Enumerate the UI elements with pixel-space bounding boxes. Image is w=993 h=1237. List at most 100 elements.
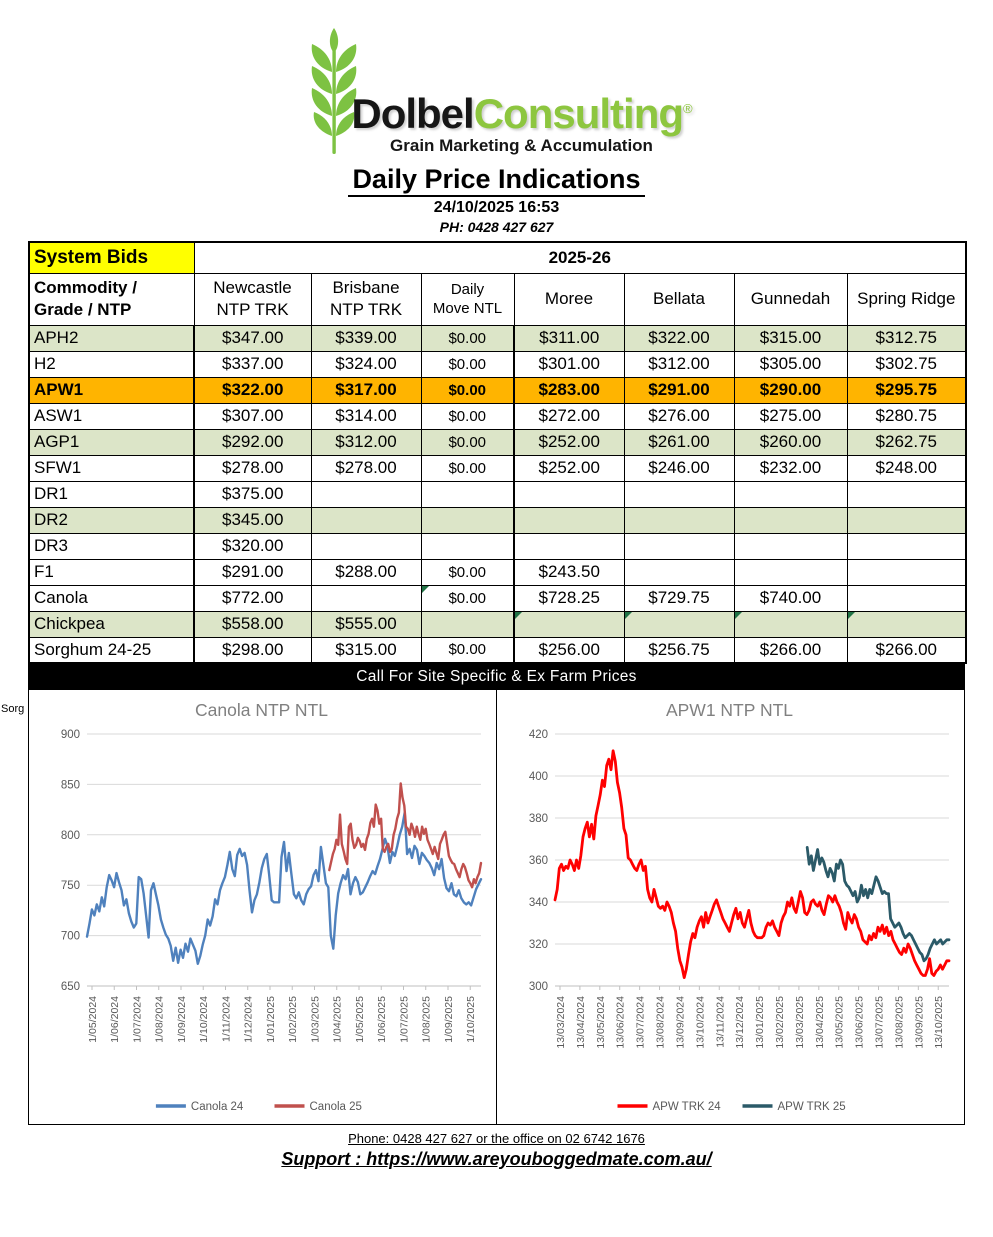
x-axis-tick: 13/12/2024 xyxy=(734,996,746,1049)
commodity-cell: AGP1 xyxy=(28,428,195,456)
price-cell: $339.00 xyxy=(310,324,422,352)
price-cell: $0.00 xyxy=(420,584,515,612)
registered-mark: ® xyxy=(683,101,693,116)
price-cell: $312.00 xyxy=(310,428,422,456)
legend-label: Canola 24 xyxy=(191,1101,244,1113)
price-cell: $291.00 xyxy=(193,558,312,586)
price-cell xyxy=(733,610,848,638)
price-cell: $312.00 xyxy=(623,350,735,378)
x-axis-tick: 13/08/2024 xyxy=(655,996,667,1049)
price-cell: $243.50 xyxy=(513,558,625,586)
x-axis-tick: 13/09/2024 xyxy=(674,996,686,1049)
price-cell: $252.00 xyxy=(513,454,625,482)
price-cell: $345.00 xyxy=(193,506,312,534)
x-axis-tick: 1/05/2025 xyxy=(354,996,366,1043)
price-cell: $317.00 xyxy=(310,376,422,404)
price-cell xyxy=(846,532,967,560)
footer-support-link[interactable]: Support : https://www.areyouboggedmate.c… xyxy=(281,1149,712,1169)
system-bids-label: System Bids xyxy=(28,241,195,274)
x-axis-tick: 1/10/2024 xyxy=(198,996,210,1043)
x-axis-tick: 13/04/2025 xyxy=(814,996,826,1049)
price-cell xyxy=(846,558,967,586)
price-cell xyxy=(513,532,625,560)
commodity-cell: DR3 xyxy=(28,532,195,560)
price-cell xyxy=(420,480,515,508)
price-cell: $280.75 xyxy=(846,402,967,430)
price-cell: $301.00 xyxy=(513,350,625,378)
y-axis-tick: 380 xyxy=(529,813,548,825)
y-axis-tick: 400 xyxy=(529,771,548,783)
x-axis-tick: 13/07/2025 xyxy=(874,996,886,1049)
price-cell xyxy=(733,532,848,560)
commodity-cell: APH2 xyxy=(28,324,195,352)
table-row: Sorghum 24-25 $298.00 $315.00 $0.00 $256.00 $… xyxy=(28,636,967,664)
price-cell: $256.00 xyxy=(513,636,625,664)
price-cell: $232.00 xyxy=(733,454,848,482)
price-cell: $246.00 xyxy=(623,454,735,482)
page-title: Daily Price Indications xyxy=(0,164,993,197)
table-row: SFW1 $278.00 $278.00 $0.00 $252.00 $246.00 $23… xyxy=(28,454,967,482)
price-cell: $555.00 xyxy=(310,610,422,638)
logo-tagline: Grain Marketing & Accumulation xyxy=(390,136,653,155)
banner: Call For Site Specific & Ex Farm Prices xyxy=(28,664,965,689)
x-axis-tick: 13/07/2024 xyxy=(635,996,647,1049)
price-cell: $375.00 xyxy=(193,480,312,508)
report-datetime: 24/10/2025 16:53 xyxy=(433,199,560,216)
x-axis-tick: 1/06/2025 xyxy=(376,996,388,1043)
price-cell xyxy=(513,506,625,534)
season-label: 2025-26 xyxy=(193,241,967,274)
price-cell xyxy=(623,610,735,638)
price-cell xyxy=(420,532,515,560)
logo: DolbelConsulting® Grain Marketing & Accu… xyxy=(0,24,993,156)
chart-svg: APW1 NTP NTL 300 320 340 360 380 400 420 13/03/2… xyxy=(529,700,951,1113)
legend-label: APW TRK 25 xyxy=(778,1101,846,1113)
y-axis-tick: 750 xyxy=(61,880,80,892)
x-axis-tick: 1/03/2025 xyxy=(309,996,321,1043)
price-cell xyxy=(623,532,735,560)
price-cell: $0.00 xyxy=(420,350,515,378)
price-cell xyxy=(733,558,848,586)
x-axis-tick: 13/05/2024 xyxy=(595,996,607,1049)
price-cell: $314.00 xyxy=(310,402,422,430)
x-axis-tick: 1/07/2025 xyxy=(398,996,410,1043)
x-axis-tick: 1/04/2025 xyxy=(332,996,344,1043)
chart-title: Canola NTP NTL xyxy=(195,700,328,720)
table-row: DR3 $320.00 xyxy=(28,532,967,560)
footer: Phone: 0428 427 627 or the office on 02 … xyxy=(0,1131,993,1170)
commodity-cell: ASW1 xyxy=(28,402,195,430)
price-cell: $278.00 xyxy=(310,454,422,482)
commodity-cell: DR2 xyxy=(28,506,195,534)
column-header-newcastle: Newcastle NTP TRK xyxy=(193,272,312,326)
price-cell: $0.00 xyxy=(420,428,515,456)
table-row: H2 $337.00 $324.00 $0.00 $301.00 $312.00 $305.… xyxy=(28,350,967,378)
y-axis-tick: 340 xyxy=(529,897,548,909)
price-cell: $256.75 xyxy=(623,636,735,664)
x-axis-tick: 1/08/2025 xyxy=(421,996,433,1043)
price-cell: $728.25 xyxy=(513,584,625,612)
brand-dolbel: Dolbel xyxy=(351,90,474,137)
commodity-cell: H2 xyxy=(28,350,195,378)
apw1-chart: APW1 NTP NTL 300 320 340 360 380 400 420 13/03/2… xyxy=(496,689,965,1125)
price-cell: $298.00 xyxy=(193,636,312,664)
price-cell: $772.00 xyxy=(193,584,312,612)
price-cell: $324.00 xyxy=(310,350,422,378)
price-cell: $0.00 xyxy=(420,636,515,664)
x-axis-tick: 1/07/2024 xyxy=(131,996,143,1043)
commodity-cell: Canola xyxy=(28,584,195,612)
price-cell: $252.00 xyxy=(513,428,625,456)
table-row: APH2 $347.00 $339.00 $0.00 $311.00 $322.00 $31… xyxy=(28,324,967,352)
price-cell: $295.75 xyxy=(846,376,967,404)
price-cell: $320.00 xyxy=(193,532,312,560)
price-cell xyxy=(846,610,967,638)
price-cell xyxy=(623,480,735,508)
price-cell: $740.00 xyxy=(733,584,848,612)
price-cell: $302.75 xyxy=(846,350,967,378)
price-cell xyxy=(846,584,967,612)
x-axis-tick: 13/10/2024 xyxy=(694,996,706,1049)
price-cell: $291.00 xyxy=(623,376,735,404)
x-axis-tick: 1/10/2025 xyxy=(465,996,477,1043)
price-table: System Bids 2025-26 Commodity / Grade / N… xyxy=(28,241,968,664)
y-axis-tick: 300 xyxy=(529,981,548,993)
price-cell xyxy=(310,480,422,508)
wheat-icon xyxy=(312,28,357,154)
